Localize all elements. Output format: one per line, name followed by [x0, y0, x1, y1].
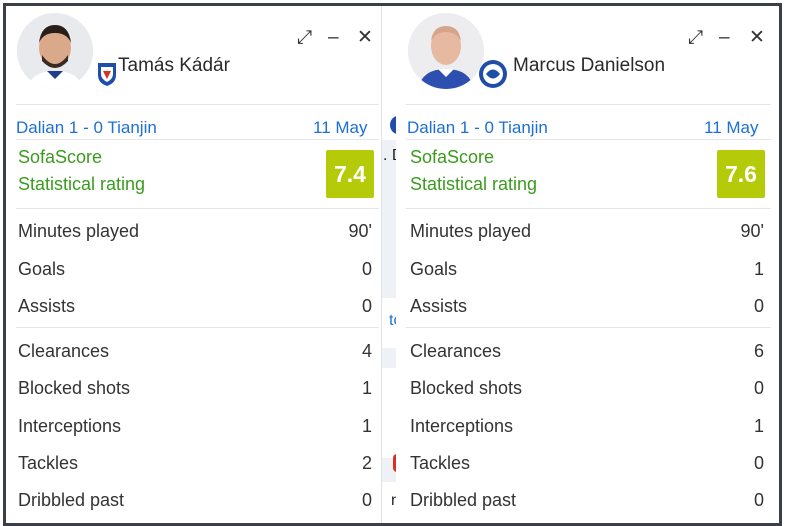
- match-date: 11 May: [313, 118, 368, 137]
- stat-label-goals: Goals: [410, 259, 458, 279]
- divider: [16, 327, 379, 328]
- stat-value-goals: 1: [753, 259, 764, 279]
- divider: [406, 139, 771, 140]
- stat-value-minutes: 90': [740, 221, 764, 241]
- divider: [16, 208, 379, 209]
- player-card-danielson: Marcus Danielson ⤢ – ✕ Dalian 1 - 0 Tian…: [396, 6, 779, 523]
- rating-label-text: Statistical rating: [410, 174, 538, 194]
- player-name: Tamás Kádár: [118, 55, 230, 76]
- rating-badge: 7.6: [717, 150, 765, 198]
- divider: [406, 327, 771, 328]
- stat-label-interceptions: Interceptions: [18, 416, 122, 436]
- dalian-club-badge-icon: [94, 61, 120, 87]
- stat-label-dribbled-past: Dribbled past: [410, 490, 517, 510]
- player-card-kadar: Tamás Kádár ⤢ – ✕ Dalian 1 - 0 Tianjin 1…: [6, 6, 382, 523]
- stat-label-dribbled-past: Dribbled past: [18, 490, 125, 510]
- rating-label-text: Statistical rating: [18, 174, 146, 194]
- stat-value-blocked-shots: 0: [753, 378, 764, 398]
- rating-badge: 7.4: [326, 150, 374, 198]
- stat-value-tackles: 2: [361, 453, 372, 473]
- stat-value-assists: 0: [361, 296, 372, 316]
- match-date: 11 May: [704, 118, 759, 137]
- stat-value-dribbled-past: 0: [753, 490, 764, 510]
- stat-label-interceptions: Interceptions: [410, 416, 514, 436]
- stat-label-tackles: Tackles: [18, 453, 79, 473]
- stat-label-assists: Assists: [410, 296, 468, 316]
- stat-value-minutes: 90': [348, 221, 372, 241]
- stat-value-interceptions: 1: [753, 416, 764, 436]
- divider: [406, 208, 771, 209]
- stat-label-minutes: Minutes played: [18, 221, 140, 241]
- stat-value-dribbled-past: 0: [361, 490, 372, 510]
- rating-label-brand: SofaScore: [410, 147, 495, 167]
- player-photo-icon: [17, 13, 93, 89]
- close-icon[interactable]: ✕: [749, 27, 765, 48]
- stat-label-blocked-shots: Blocked shots: [18, 378, 131, 398]
- stat-label-assists: Assists: [18, 296, 76, 316]
- player-photo-icon: [408, 13, 484, 89]
- minimize-icon[interactable]: –: [328, 27, 339, 48]
- stat-label-tackles: Tackles: [410, 453, 471, 473]
- stat-label-clearances: Clearances: [18, 341, 110, 361]
- divider: [16, 104, 379, 105]
- player-avatar: [17, 13, 93, 89]
- stat-value-tackles: 0: [753, 453, 764, 473]
- stat-label-blocked-shots: Blocked shots: [410, 378, 523, 398]
- dalian-pro-club-badge-icon: [478, 59, 508, 89]
- stat-value-blocked-shots: 1: [361, 378, 372, 398]
- player-name: Marcus Danielson: [513, 55, 666, 76]
- match-link[interactable]: Dalian 1 - 0 Tianjin: [407, 118, 548, 137]
- stat-value-assists: 0: [753, 296, 764, 316]
- stat-value-goals: 0: [361, 259, 372, 279]
- divider: [16, 139, 379, 140]
- expand-icon[interactable]: ⤢: [688, 27, 704, 48]
- minimize-icon[interactable]: –: [719, 27, 730, 48]
- stat-label-goals: Goals: [18, 259, 66, 279]
- stat-value-clearances: 6: [753, 341, 764, 361]
- stat-value-interceptions: 1: [361, 416, 372, 436]
- screenshot-frame: . D to ng Tamás Kádár ⤢: [3, 3, 782, 526]
- player-avatar: [408, 13, 484, 89]
- expand-icon[interactable]: ⤢: [297, 27, 313, 48]
- close-icon[interactable]: ✕: [357, 27, 373, 48]
- stat-label-minutes: Minutes played: [410, 221, 532, 241]
- divider: [406, 104, 771, 105]
- rating-label-brand: SofaScore: [18, 147, 103, 167]
- match-link[interactable]: Dalian 1 - 0 Tianjin: [16, 118, 157, 137]
- stat-value-clearances: 4: [361, 341, 372, 361]
- stat-label-clearances: Clearances: [410, 341, 502, 361]
